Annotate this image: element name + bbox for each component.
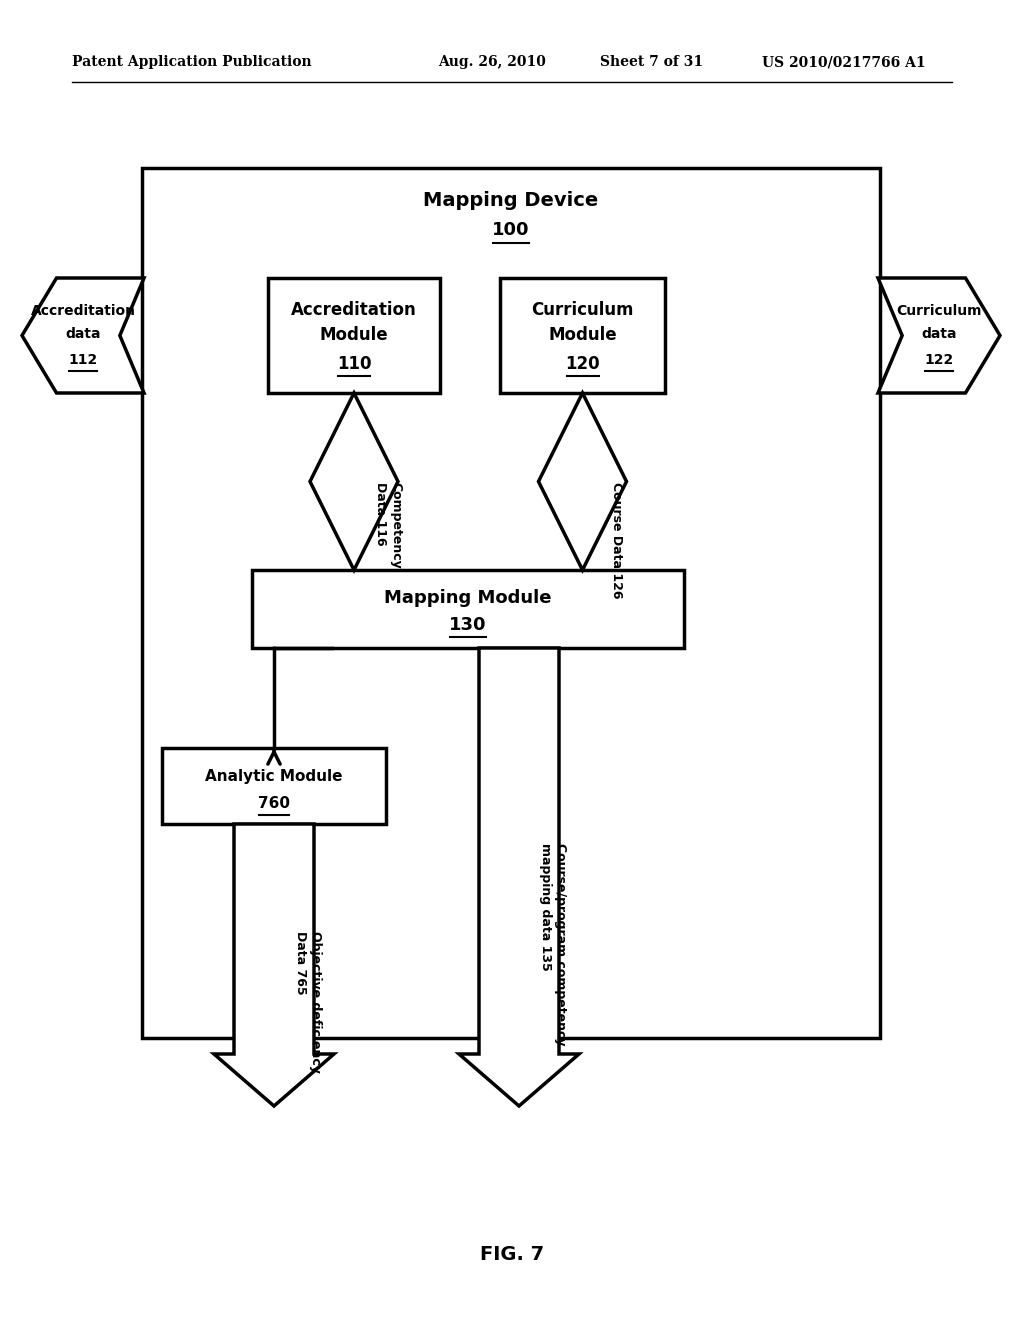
Text: Aug. 26, 2010: Aug. 26, 2010 [438,55,546,69]
Text: 130: 130 [450,616,486,634]
Text: Analytic Module: Analytic Module [205,768,343,784]
Text: Sheet 7 of 31: Sheet 7 of 31 [600,55,703,69]
Polygon shape [310,393,398,570]
Text: Mapping Device: Mapping Device [423,190,599,210]
Text: US 2010/0217766 A1: US 2010/0217766 A1 [762,55,926,69]
Text: FIG. 7: FIG. 7 [480,1246,544,1265]
Text: Patent Application Publication: Patent Application Publication [72,55,311,69]
Text: 110: 110 [337,355,372,374]
Text: Accreditation: Accreditation [31,304,135,318]
Text: Mapping Module: Mapping Module [384,589,552,607]
Polygon shape [214,824,334,1106]
Polygon shape [22,279,144,393]
Text: Course/program competency
mapping data 135: Course/program competency mapping data 1… [539,843,567,1045]
Text: Accreditation: Accreditation [291,301,417,319]
Bar [500,279,665,393]
Text: Competency
Data 116: Competency Data 116 [374,482,402,568]
Text: Curriculum: Curriculum [531,301,634,319]
Text: data: data [66,327,100,341]
Text: Course Data 126: Course Data 126 [610,482,623,598]
Text: 760: 760 [258,796,290,810]
Bar [162,748,386,824]
Polygon shape [539,393,627,570]
Text: Module: Module [548,326,616,345]
Text: Module: Module [319,326,388,345]
Text: 120: 120 [565,355,600,374]
Polygon shape [459,648,579,1106]
Text: Objective deficiency
Data 765: Objective deficiency Data 765 [294,931,322,1073]
Text: 112: 112 [69,352,97,367]
Text: data: data [922,327,956,341]
Bar [252,570,684,648]
Bar [268,279,440,393]
Text: Curriculum: Curriculum [896,304,982,318]
Text: 100: 100 [493,220,529,239]
Bar [142,168,880,1038]
Text: 122: 122 [925,352,953,367]
Polygon shape [878,279,1000,393]
